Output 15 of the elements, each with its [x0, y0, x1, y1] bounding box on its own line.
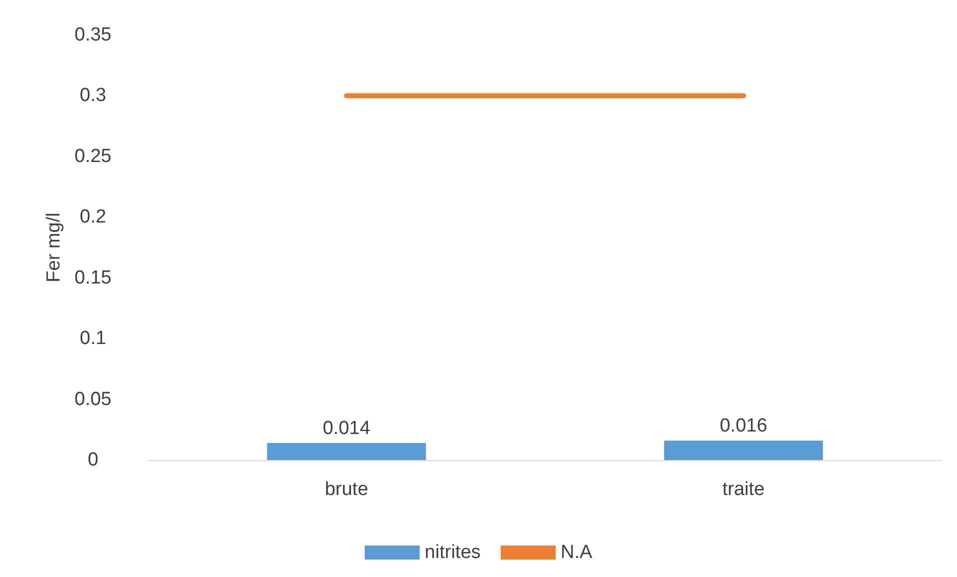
data-label: 0.014: [322, 418, 371, 439]
legend-label: nitrites: [424, 542, 481, 563]
y-tick-label: 0.35: [74, 24, 112, 46]
y-tick-label: 0.3: [80, 85, 106, 106]
y-tick-label: 0.05: [74, 388, 112, 410]
data-label: 0.016: [720, 416, 768, 437]
y-tick-label: 0.2: [80, 206, 106, 228]
x-tick-label: traite: [722, 479, 765, 500]
y-tick-label: 0.25: [74, 146, 112, 167]
legend-label: N.A: [560, 542, 593, 563]
y-tick-label: 0.15: [74, 267, 112, 288]
y-tick-label: 0: [88, 450, 98, 470]
y-axis-title: Fer mg/l: [44, 212, 65, 282]
x-tick-label: brute: [324, 479, 368, 500]
y-tick-label: 0.1: [80, 328, 106, 350]
